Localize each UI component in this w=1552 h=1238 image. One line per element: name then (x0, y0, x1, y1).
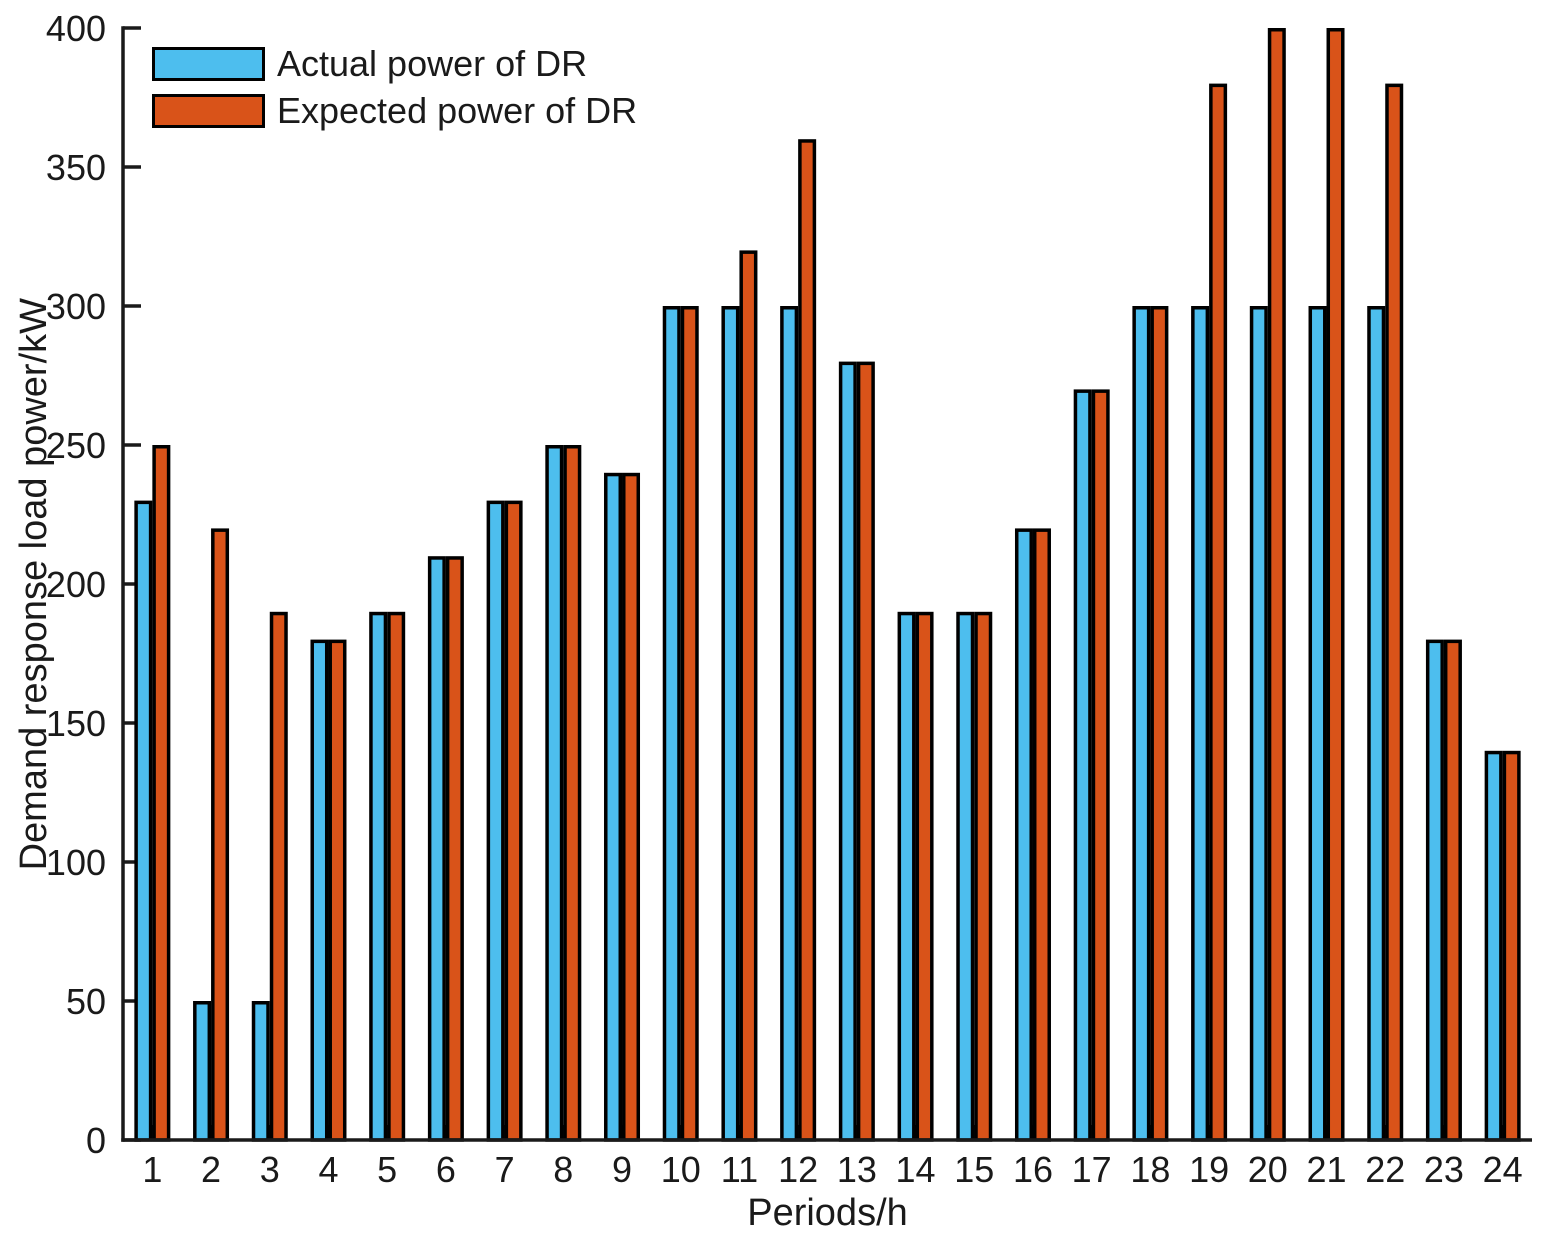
x-tick-label-11: 11 (721, 1149, 758, 1190)
bar-actual-23 (1425, 639, 1444, 1142)
legend-item-actual: Actual power of DR (152, 43, 637, 84)
legend-swatch-expected (152, 94, 265, 128)
y-tick-label-300: 300 (46, 286, 106, 327)
x-tick-label-23: 23 (1424, 1149, 1464, 1190)
legend-label-expected: Expected power of DR (277, 90, 638, 131)
legend-swatch-actual (152, 47, 265, 81)
x-tick-label-1: 1 (142, 1149, 162, 1190)
bar-actual-9 (604, 472, 623, 1142)
y-tick-label-250: 250 (46, 425, 106, 466)
bar-expected-17 (1091, 389, 1110, 1142)
x-tick-label-4: 4 (318, 1149, 338, 1190)
legend-label-actual: Actual power of DR (277, 43, 588, 84)
bar-actual-6 (427, 556, 446, 1142)
x-tick-label-5: 5 (377, 1149, 397, 1190)
bar-expected-4 (328, 639, 347, 1142)
bar-expected-19 (1209, 83, 1228, 1142)
x-tick-label-6: 6 (436, 1149, 456, 1190)
x-tick-label-2: 2 (201, 1149, 221, 1190)
bar-actual-15 (956, 611, 975, 1142)
bar-expected-15 (974, 611, 993, 1142)
bar-actual-21 (1308, 306, 1327, 1142)
y-axis-label-text: Demand response load power/kW (12, 297, 55, 871)
bar-expected-16 (1032, 528, 1051, 1142)
bar-expected-21 (1326, 28, 1345, 1142)
x-tick-label-8: 8 (553, 1149, 573, 1190)
x-tick-label-13: 13 (837, 1149, 877, 1190)
bar-expected-5 (387, 611, 406, 1142)
bar-actual-8 (545, 445, 564, 1142)
bar-expected-1 (152, 445, 171, 1142)
bar-expected-9 (622, 472, 641, 1142)
y-tick-label-400: 400 (46, 8, 106, 49)
bar-expected-7 (504, 500, 523, 1142)
legend: Actual power of DR Expected power of DR (152, 43, 638, 141)
bar-expected-22 (1385, 83, 1404, 1142)
bar-actual-1 (134, 500, 153, 1142)
bar-expected-18 (1150, 306, 1169, 1142)
x-tick-label-12: 12 (778, 1149, 818, 1190)
bar-actual-13 (838, 361, 857, 1142)
bar-expected-6 (445, 556, 464, 1142)
bar-actual-5 (369, 611, 388, 1142)
bar-expected-3 (269, 611, 288, 1142)
bar-actual-24 (1484, 750, 1503, 1142)
bar-actual-22 (1367, 306, 1386, 1142)
x-tick-label-18: 18 (1130, 1149, 1170, 1190)
bar-expected-24 (1502, 750, 1521, 1142)
x-tick-label-10: 10 (661, 1149, 701, 1190)
x-tick-label-22: 22 (1365, 1149, 1405, 1190)
y-tick-label-350: 350 (46, 147, 106, 188)
x-tick-label-17: 17 (1072, 1149, 1112, 1190)
x-axis-label: Periods/h (747, 1192, 908, 1234)
legend-item-expected: Expected power of DR (152, 90, 638, 131)
x-tick-label-3: 3 (260, 1149, 280, 1190)
y-tick-label-50: 50 (66, 981, 106, 1022)
bar-actual-20 (1249, 306, 1268, 1142)
bar-actual-12 (780, 306, 799, 1142)
y-tick-label-200: 200 (46, 564, 106, 605)
bar-actual-17 (1073, 389, 1092, 1142)
x-tick-label-14: 14 (896, 1149, 936, 1190)
y-tick-label-100: 100 (46, 842, 106, 883)
bar-actual-10 (662, 306, 681, 1142)
bar-actual-18 (1132, 306, 1151, 1142)
bar-actual-2 (193, 1001, 212, 1142)
bar-expected-20 (1267, 28, 1286, 1142)
x-tick-label-19: 19 (1189, 1149, 1229, 1190)
bar-expected-2 (211, 528, 230, 1142)
bar-expected-10 (680, 306, 699, 1142)
x-tick-label-20: 20 (1248, 1149, 1288, 1190)
bar-actual-7 (486, 500, 505, 1142)
bar-actual-19 (1191, 306, 1210, 1142)
x-tick-label-9: 9 (612, 1149, 632, 1190)
x-tick-label-7: 7 (495, 1149, 515, 1190)
bar-actual-16 (1014, 528, 1033, 1142)
bar-actual-11 (721, 306, 740, 1142)
y-tick-label-0: 0 (86, 1120, 106, 1161)
bar-expected-14 (915, 611, 934, 1142)
x-tick-label-16: 16 (1013, 1149, 1053, 1190)
bar-actual-14 (897, 611, 916, 1142)
bar-expected-11 (739, 250, 758, 1142)
bar-actual-4 (310, 639, 329, 1142)
x-tick-label-24: 24 (1483, 1149, 1523, 1190)
bar-expected-23 (1443, 639, 1462, 1142)
bar-expected-13 (856, 361, 875, 1142)
x-tick-label-21: 21 (1306, 1149, 1346, 1190)
bar-actual-3 (251, 1001, 270, 1142)
y-tick-label-150: 150 (46, 703, 106, 744)
y-axis-label: Demand response load power/kW (8, 28, 60, 1140)
bar-expected-12 (798, 139, 817, 1142)
x-tick-label-15: 15 (954, 1149, 994, 1190)
bar-expected-8 (563, 445, 582, 1142)
